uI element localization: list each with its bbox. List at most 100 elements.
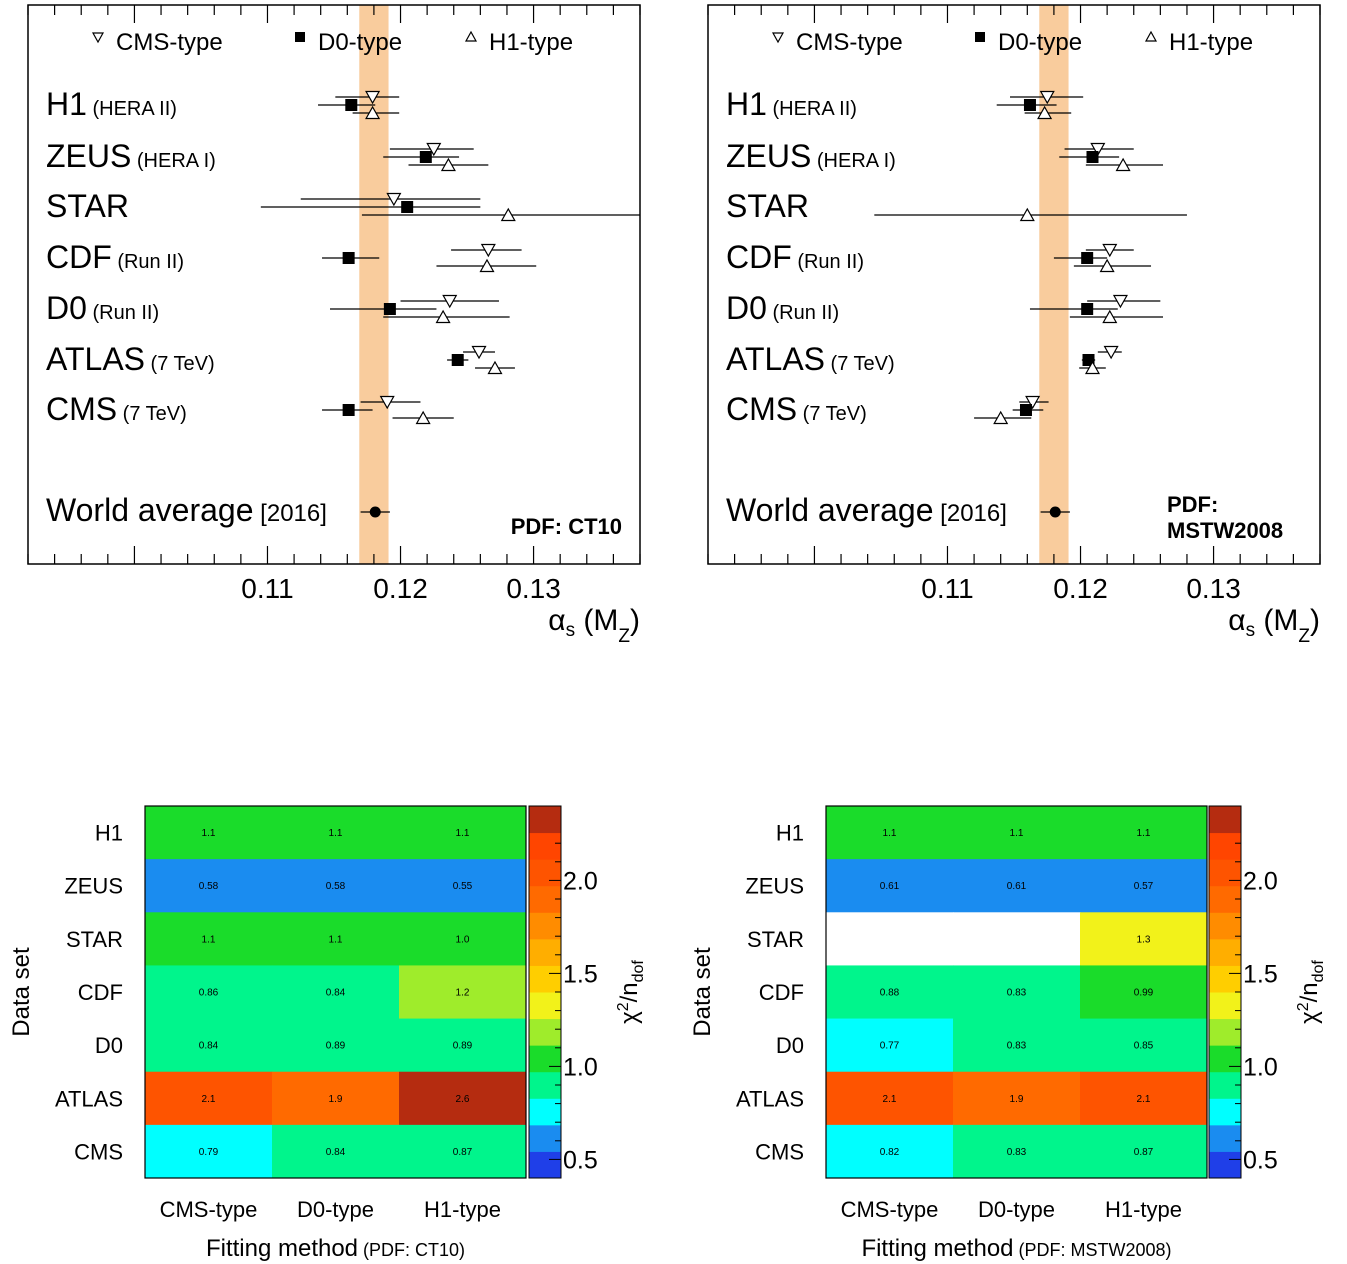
heatmap-cell: 1.1 xyxy=(145,912,273,966)
legend-label: CMS-type xyxy=(796,29,903,56)
y-category-label: H1 xyxy=(95,821,123,846)
dataset-sub: (HERA I) xyxy=(131,150,215,172)
dataset-name: H1 xyxy=(46,86,87,122)
heatmap-cell-value: 0.55 xyxy=(453,881,473,892)
color-bar-swatch xyxy=(529,1098,561,1126)
data-point xyxy=(1010,90,1084,105)
d0-type-marker xyxy=(342,404,355,416)
heatmap-cell-fill xyxy=(272,859,400,913)
heatmap-cell: 1.9 xyxy=(272,1071,400,1126)
world-average-marker xyxy=(369,506,381,518)
color-bar: 0.5 1.0 1.5 2.0 xyxy=(528,805,598,1179)
x-tick-label: 0.13 xyxy=(506,573,561,604)
dataset-label: D0 (Run II) xyxy=(46,290,159,326)
data-point xyxy=(1087,294,1161,309)
dataset-sub: (Run II) xyxy=(792,251,864,273)
y-category-label: CMS xyxy=(74,1139,123,1164)
heatmap-cell: 1.1 xyxy=(272,912,400,966)
data-point xyxy=(1085,157,1164,172)
heatmap-cell-value: 1.9 xyxy=(329,1094,343,1105)
legend-marker xyxy=(464,30,478,42)
heatmap-cell: 0.79 xyxy=(145,1124,273,1179)
z-axis-title-chi: χ xyxy=(1296,1011,1323,1024)
d0-type-marker xyxy=(451,354,464,366)
heatmap-cell-fill xyxy=(826,1018,954,1073)
heatmap-cell xyxy=(826,912,954,966)
chi2-heatmap-3: 1.1 1.1 1.1 0.61 0.61 0.57 1.3 0.88 0.83 0.99 0.77… xyxy=(689,805,1327,1262)
alpha-s-panel-0: CMS-type D0-type H1-type H1 (HERA II) ZEUS (… xyxy=(27,4,641,647)
heatmap-cell-fill xyxy=(399,1124,527,1179)
world-average-sub: [2016] xyxy=(934,500,1007,527)
world-average-sub: [2016] xyxy=(254,500,327,527)
dataset-sub: (HERA II) xyxy=(87,98,177,120)
data-point xyxy=(1053,252,1108,264)
color-bar-swatch xyxy=(529,992,561,1020)
data-point xyxy=(360,395,421,410)
heatmap-cell-value: 1.1 xyxy=(456,828,470,839)
x-tick-label: 0.11 xyxy=(921,573,973,604)
heatmap-cell: 1.1 xyxy=(826,806,954,860)
heatmap-cell: 0.89 xyxy=(399,1018,527,1073)
heatmap-cell-value: 0.87 xyxy=(453,1147,473,1158)
color-bar-swatch xyxy=(529,806,561,834)
heatmap-cell-fill xyxy=(1080,806,1208,860)
legend-label: H1-type xyxy=(489,29,573,56)
dataset-name: CMS xyxy=(726,391,797,427)
world-average-label: World average [2016] xyxy=(46,492,327,528)
heatmap-cell-value: 0.57 xyxy=(1134,881,1154,892)
heatmap-cell-value: 2.6 xyxy=(456,1094,470,1105)
heatmap-cell: 0.83 xyxy=(953,1124,1081,1179)
heatmap-cell-fill xyxy=(272,1071,400,1126)
data-point xyxy=(389,142,474,157)
heatmap-cell-value: 0.83 xyxy=(1007,1147,1027,1158)
data-point xyxy=(451,243,522,258)
legend-entry: D0-type xyxy=(295,29,402,56)
data-point xyxy=(1085,243,1134,258)
heatmap-cell-value: 0.89 xyxy=(453,1041,473,1052)
world-average-marker xyxy=(1049,506,1061,518)
data-point xyxy=(1019,395,1049,410)
legend-entry: CMS-type xyxy=(771,29,903,56)
dataset-label: ZEUS (HERA I) xyxy=(726,138,896,174)
y-category-label: ZEUS xyxy=(745,874,804,899)
data-point xyxy=(352,105,400,120)
z-axis-title: χ2/ndof xyxy=(1295,960,1327,1024)
h1-type-marker xyxy=(365,105,381,120)
cms-type-marker xyxy=(1090,142,1106,157)
heatmap-cell-value: 0.89 xyxy=(326,1041,346,1052)
heatmap-cell-fill xyxy=(1080,859,1208,913)
heatmap-cell-fill xyxy=(145,1071,273,1126)
dataset-sub: (7 TeV) xyxy=(145,353,215,375)
heatmap-cell-fill xyxy=(1080,965,1208,1020)
color-bar-tick-label: 1.0 xyxy=(563,1053,598,1081)
heatmap-cell-value: 0.83 xyxy=(1007,1041,1027,1052)
heatmap-cell-value: 0.61 xyxy=(880,881,900,892)
x-category-label: D0-type xyxy=(978,1197,1055,1222)
heatmap-cell-fill xyxy=(826,859,954,913)
heatmap-cell-value: 0.99 xyxy=(1134,988,1154,999)
color-bar-tick-label: 1.5 xyxy=(1243,960,1278,988)
legend-label: CMS-type xyxy=(116,29,223,56)
world-average-band xyxy=(359,5,389,564)
heatmap-cell-value: 0.84 xyxy=(326,1147,346,1158)
dataset-sub: (HERA II) xyxy=(767,98,857,120)
color-bar-swatch xyxy=(1209,938,1241,966)
data-point xyxy=(874,207,1187,222)
heatmap-cell-value: 0.79 xyxy=(199,1147,219,1158)
h1-type-marker xyxy=(1019,207,1035,222)
x-tick-label: 0.13 xyxy=(1186,573,1241,604)
color-bar-tick-label: 2.0 xyxy=(1243,867,1278,895)
color-bar-swatch xyxy=(529,832,561,860)
heatmap-cell-value: 1.1 xyxy=(883,828,897,839)
heatmap-cell: 0.84 xyxy=(272,965,400,1020)
heatmap-cell-fill xyxy=(272,1124,400,1179)
h1-type-marker xyxy=(993,410,1009,425)
heatmap-cell-value: 1.2 xyxy=(456,988,470,999)
legend-entry: H1-type xyxy=(1144,29,1253,56)
data-point xyxy=(1024,105,1072,120)
data-point xyxy=(1097,345,1122,360)
cms-type-marker xyxy=(442,294,458,309)
heatmap-frame xyxy=(825,805,1208,1179)
d0-type-marker xyxy=(1023,99,1036,111)
